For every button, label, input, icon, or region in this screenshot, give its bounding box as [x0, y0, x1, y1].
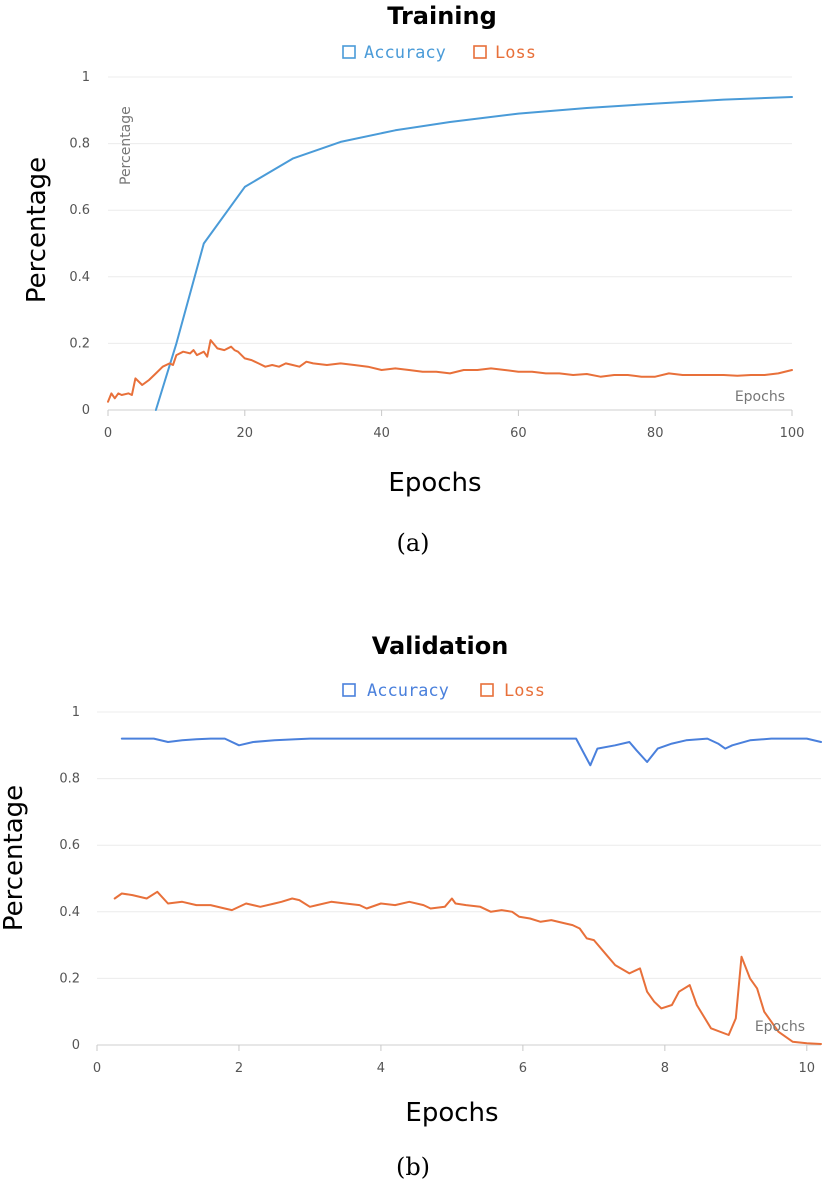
x-tick-label: 100 [780, 426, 805, 441]
legend-label-accuracy: Accuracy [367, 681, 449, 701]
x-tick-label: 8 [661, 1061, 669, 1076]
chart-title: Validation [372, 632, 509, 660]
grid [96, 711, 821, 1051]
x-tick-label: 80 [647, 426, 664, 441]
series-line-loss [113, 890, 822, 1045]
legend: Accuracy Loss [342, 681, 545, 701]
y-tick-label: 0.2 [69, 336, 90, 351]
panel-caption: (b) [396, 1153, 430, 1181]
x-tick-label: 4 [377, 1061, 385, 1076]
panel-caption: (a) [396, 529, 429, 557]
y-tick-label: 0.2 [59, 971, 80, 986]
x-tick-label: 20 [237, 426, 254, 441]
series-line-loss [107, 339, 793, 403]
chart-title: Training [387, 2, 497, 30]
y-tick-label: 0.4 [59, 905, 80, 920]
legend-swatch-loss [480, 683, 494, 697]
inner-y-label: Percentage [118, 106, 134, 185]
legend: Accuracy Loss [342, 43, 536, 63]
x-tick-label: 10 [799, 1061, 816, 1076]
y-tick-label: 0.4 [69, 270, 90, 285]
y-axis-label: Percentage [22, 157, 52, 303]
y-tick-label: 0.6 [69, 203, 90, 218]
series-lines [107, 96, 793, 411]
tick-labels: 0 0.2 0.4 0.6 0.8 1 0 20 40 60 80 100 [69, 70, 804, 441]
y-tick-label: 0.8 [69, 137, 90, 152]
x-tick-label: 60 [510, 426, 527, 441]
y-tick-label: 1 [82, 70, 90, 85]
legend-swatch-accuracy [342, 45, 356, 59]
legend-label-loss: Loss [495, 43, 536, 63]
y-tick-label: 0.6 [59, 838, 80, 853]
x-tick-label: 0 [104, 426, 112, 441]
training-chart: Training Accuracy Loss 0 0.2 0.4 0.6 0.8 1 0 20… [22, 2, 804, 557]
y-tick-label: 0.8 [59, 772, 80, 787]
inner-x-label: Epochs [735, 389, 785, 405]
series-line-accuracy [154, 96, 793, 411]
legend-label-accuracy: Accuracy [364, 43, 446, 63]
inner-x-label: Epochs [755, 1019, 805, 1035]
tick-labels: 00.20.40.60.810 2 4 6 8 10 [59, 705, 815, 1076]
x-axis-label: Epochs [405, 1098, 498, 1128]
x-tick-label: 40 [373, 426, 390, 441]
x-tick-label: 6 [519, 1061, 527, 1076]
grid [107, 76, 793, 416]
validation-chart: Validation Accuracy Loss 00.20.40.60.810… [0, 632, 822, 1181]
series-lines [113, 737, 822, 1045]
y-tick-label: 1 [72, 705, 80, 720]
legend-swatch-accuracy [342, 683, 356, 697]
legend-swatch-loss [473, 45, 487, 59]
legend-label-loss: Loss [504, 681, 545, 701]
x-axis-label: Epochs [388, 468, 481, 498]
y-axis-label: Percentage [0, 785, 29, 931]
x-tick-label: 0 [93, 1061, 101, 1076]
series-line-accuracy [120, 737, 822, 767]
y-tick-label: 0 [72, 1038, 80, 1053]
x-tick-label: 2 [235, 1061, 243, 1076]
y-tick-label: 0 [82, 403, 90, 418]
